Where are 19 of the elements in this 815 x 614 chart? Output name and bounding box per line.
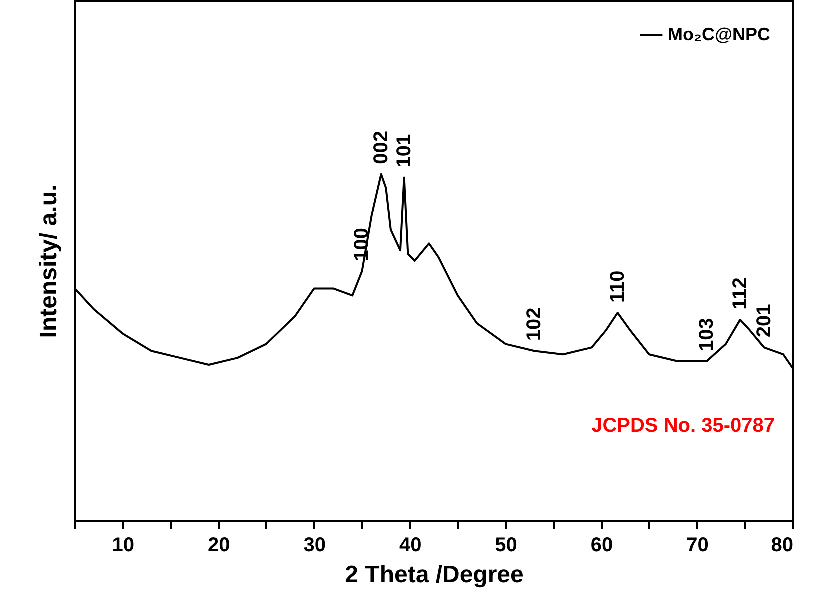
- x-tick-label: 20: [208, 534, 230, 556]
- x-tick-label: 70: [686, 534, 709, 556]
- x-tick-label: 40: [399, 534, 422, 556]
- x-tick-label: 10: [112, 534, 134, 556]
- annotation: JCPDS No. 35-0787: [592, 415, 775, 437]
- legend-label: Mo₂C@NPC: [668, 24, 771, 44]
- annotation: 201: [753, 304, 776, 338]
- annotation: 110: [606, 270, 629, 303]
- y-axis-title: Intensity/ a.u.: [36, 184, 62, 338]
- x-tick-label: 80: [771, 534, 794, 556]
- annotation: 101: [393, 134, 416, 168]
- x-tick-label: 30: [304, 534, 326, 556]
- x-axis-title: 2 Theta /Degree: [345, 562, 524, 588]
- annotation: 112: [729, 278, 752, 310]
- x-tick-label: 50: [495, 534, 518, 556]
- annotation: 103: [696, 318, 718, 352]
- annotation: 102: [524, 308, 546, 342]
- x-tick-label: 60: [590, 534, 614, 556]
- annotation: 002: [370, 130, 392, 164]
